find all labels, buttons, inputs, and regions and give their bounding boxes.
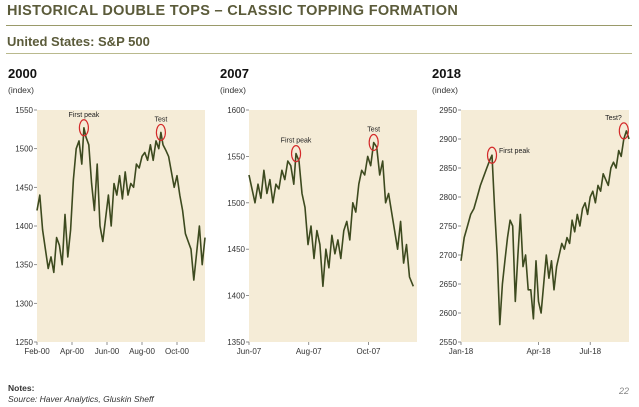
y-tick-label: 1400 [15, 222, 33, 231]
x-tick-label: Jun-07 [237, 347, 262, 356]
series-line [460, 130, 630, 326]
annotation-circle [486, 146, 498, 164]
x-tick-label: Oct-07 [356, 347, 381, 356]
y-tick-label: 2600 [439, 309, 457, 318]
y-tick-label: 1600 [227, 106, 245, 115]
plot-area [461, 110, 629, 342]
annotation-circle [78, 119, 90, 137]
chart-title: 2007 [220, 66, 249, 81]
source-text: Source: Haver Analytics, Gluskin Sheff [8, 394, 154, 404]
page-title: HISTORICAL DOUBLE TOPS – CLASSIC TOPPING… [7, 3, 459, 19]
y-tick-label: 2850 [439, 164, 457, 173]
x-tick-label: Apr-18 [527, 347, 552, 356]
y-tick-label: 1250 [15, 338, 33, 347]
y-tick-label: 2950 [439, 106, 457, 115]
annotation-label: Test [367, 126, 380, 133]
chart-title: 2000 [8, 66, 37, 81]
y-tick-label: 2550 [439, 338, 457, 347]
chart-unit-label: (index) [220, 85, 246, 95]
chart-panel-2018: 2018 (index) 2550 2600 2650 2700 2750 2800 285… [430, 60, 639, 370]
annotation-circle [290, 145, 302, 163]
plot-area [249, 110, 417, 342]
x-tick-label: Aug-07 [296, 347, 322, 356]
notes-label: Notes: [8, 383, 35, 393]
page-subtitle: United States: S&P 500 [7, 34, 150, 49]
x-tick-label: Apr-00 [60, 347, 85, 356]
y-tick-label: 1500 [227, 199, 245, 208]
annotation-label: First peak [281, 138, 312, 145]
y-tick-label: 1500 [15, 145, 33, 154]
annotation-label: Test? [605, 115, 622, 122]
y-tick-label: 2800 [439, 193, 457, 202]
chart-2018: 2550 2600 2650 2700 2750 2800 2850 2900 2950 Jan-… [439, 106, 630, 356]
y-tick-label: 2900 [439, 135, 457, 144]
series-line [36, 126, 206, 281]
y-tick-label: 1400 [227, 292, 245, 301]
x-tick-label: Oct-00 [165, 347, 190, 356]
page-number: 22 [618, 386, 629, 396]
chart-unit-label: (index) [8, 85, 34, 95]
y-tick-label: 1350 [227, 338, 245, 347]
y-tick-label: 1550 [227, 152, 245, 161]
y-tick-label: 1450 [15, 183, 33, 192]
chart-2000: 1250 1300 1350 1400 1450 1500 1550 Feb-00 Apr-00… [15, 106, 206, 356]
chart-title: 2018 [432, 66, 461, 81]
y-tick-label: 1300 [15, 299, 33, 308]
title-divider [6, 25, 632, 26]
annotation-circle [155, 123, 166, 142]
annotation-circle [618, 122, 629, 140]
y-tick-label: 2700 [439, 251, 457, 260]
subtitle-divider [6, 53, 632, 54]
annotation-label: Test [154, 116, 167, 123]
chart-panel-2000: 2000 (index) 1250 1300 1350 1400 1450 1500 155… [6, 60, 216, 370]
y-tick-label: 1550 [15, 106, 33, 115]
annotation-circle [368, 133, 379, 152]
annotation-label: First peak [499, 148, 530, 155]
chart-unit-label: (index) [432, 85, 458, 95]
y-tick-label: 1450 [227, 245, 245, 254]
x-tick-label: Jul-18 [579, 347, 601, 356]
chart-panel-2007: 2007 (index) 1350 1400 1450 1500 1550 1600 Jun… [218, 60, 428, 370]
series-line [248, 141, 415, 288]
x-tick-label: Jun-00 [95, 347, 120, 356]
annotation-label: First peak [69, 112, 100, 119]
plot-area [37, 110, 205, 342]
x-tick-label: Jan-18 [449, 347, 474, 356]
x-tick-label: Feb-00 [24, 347, 50, 356]
y-tick-label: 2750 [439, 222, 457, 231]
chart-2007: 1350 1400 1450 1500 1550 1600 Jun-07 Aug-07 Oct-… [227, 106, 417, 356]
y-tick-label: 2650 [439, 280, 457, 289]
y-tick-label: 1350 [15, 261, 33, 270]
x-tick-label: Aug-00 [129, 347, 155, 356]
